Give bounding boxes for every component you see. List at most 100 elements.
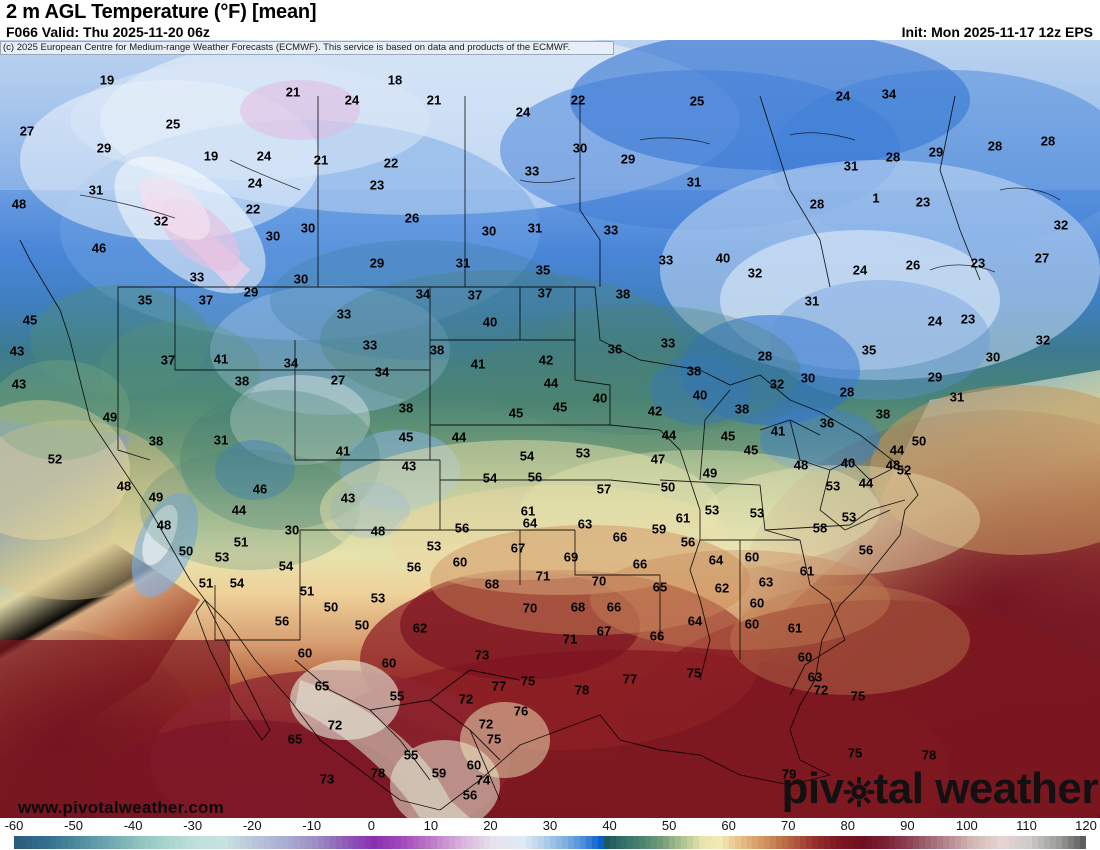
colorbar-segment bbox=[865, 836, 873, 849]
colorbar-segment bbox=[746, 836, 754, 849]
colorbar-segment bbox=[496, 836, 503, 849]
colorbar-tick: 0 bbox=[367, 818, 375, 833]
colorbar-tick: 10 bbox=[423, 818, 439, 833]
colorbar-segment bbox=[37, 836, 45, 849]
colorbar-segment bbox=[692, 836, 700, 849]
colorbar-segment bbox=[782, 836, 789, 849]
colorbar-segment bbox=[359, 836, 366, 849]
colorbar-tick: 100 bbox=[956, 818, 978, 833]
colorbar-segment bbox=[812, 836, 819, 849]
colorbar-tick: 80 bbox=[840, 818, 855, 833]
colorbar-tick: -10 bbox=[302, 818, 322, 833]
map-canvas bbox=[0, 40, 1100, 818]
colorbar-segment bbox=[508, 836, 515, 849]
colorbar-segment bbox=[806, 836, 813, 849]
colorbar-tick: 50 bbox=[661, 818, 677, 833]
colorbar-segment bbox=[835, 836, 843, 849]
colorbar-segment bbox=[764, 836, 771, 849]
colorbar-segment bbox=[216, 836, 224, 849]
watermark-text-left: piv bbox=[781, 764, 845, 813]
colorbar-segment bbox=[949, 836, 956, 849]
colorbar-color-strip[interactable] bbox=[14, 836, 1086, 849]
colorbar-segment bbox=[853, 836, 861, 849]
colorbar-segment bbox=[645, 836, 652, 849]
colorbar-segment bbox=[937, 836, 944, 849]
colorbar-segment bbox=[651, 836, 658, 849]
colorbar-segment bbox=[966, 836, 974, 849]
colorbar-segment bbox=[996, 836, 1004, 849]
ecmwf-copyright-notice: (c) 2025 European Centre for Medium-rang… bbox=[0, 41, 614, 55]
colorbar-segment bbox=[1002, 836, 1010, 849]
colorbar-segment bbox=[972, 836, 980, 849]
colorbar-segment bbox=[585, 836, 593, 849]
colorbar-segment bbox=[704, 836, 712, 849]
colorbar-segment bbox=[282, 836, 289, 849]
colorbar-segment bbox=[609, 836, 617, 849]
colorbar-segment bbox=[1014, 836, 1022, 849]
colorbar-segment bbox=[550, 836, 557, 849]
colorbar-segment bbox=[317, 836, 325, 849]
colorbar[interactable]: -60 -50 -40 -30 -20 -10 0 10 20 30 40 50 60 70 80 90 100… bbox=[0, 818, 1100, 850]
colorbar-segment bbox=[1038, 836, 1045, 849]
colorbar-segment bbox=[55, 836, 63, 849]
temperature-map[interactable]: (c) 2025 European Centre for Medium-rang… bbox=[0, 40, 1100, 818]
colorbar-segment bbox=[293, 836, 301, 849]
colorbar-segment bbox=[186, 836, 194, 849]
colorbar-segment bbox=[490, 836, 497, 849]
colorbar-tick: 110 bbox=[1016, 818, 1037, 833]
colorbar-segment bbox=[1020, 836, 1028, 849]
colorbar-segment bbox=[85, 836, 92, 849]
colorbar-segment bbox=[454, 836, 462, 849]
colorbar-segment bbox=[234, 836, 241, 849]
colorbar-segment bbox=[520, 836, 527, 849]
page-title: 2 m AGL Temperature (°F) [mean] bbox=[6, 1, 317, 23]
forecast-valid-time: F066 Valid: Thu 2025-11-20 06z bbox=[6, 24, 210, 40]
colorbar-segment bbox=[395, 836, 402, 849]
colorbar-segment bbox=[115, 836, 122, 849]
colorbar-segment bbox=[990, 836, 998, 849]
colorbar-segment bbox=[931, 836, 938, 849]
colorbar-segment bbox=[299, 836, 307, 849]
pivotal-weather-watermark: piv bbox=[781, 764, 1099, 813]
gear-icon bbox=[843, 777, 874, 807]
colorbar-segment bbox=[31, 836, 39, 849]
model-init-time: Init: Mon 2025-11-17 12z EPS bbox=[901, 24, 1093, 40]
colorbar-segment bbox=[883, 836, 891, 849]
watermark-text-right: tal weather bbox=[873, 764, 1099, 813]
colorbar-segment bbox=[43, 836, 51, 849]
colorbar-segment bbox=[222, 836, 229, 849]
colorbar-segment bbox=[150, 836, 158, 849]
colorbar-segment bbox=[954, 836, 962, 849]
colorbar-segment bbox=[579, 836, 587, 849]
colorbar-segment bbox=[424, 836, 432, 849]
colorbar-segment bbox=[1026, 836, 1033, 849]
colorbar-segment bbox=[847, 836, 855, 849]
colorbar-segment bbox=[1032, 836, 1039, 849]
colorbar-segment bbox=[573, 836, 581, 849]
colorbar-tick: -30 bbox=[183, 818, 203, 833]
colorbar-segment bbox=[538, 836, 545, 849]
colorbar-segment bbox=[502, 836, 509, 849]
colorbar-segment bbox=[442, 836, 450, 849]
site-url-label: www.pivotalweather.com bbox=[18, 798, 224, 817]
colorbar-segment bbox=[758, 836, 765, 849]
colorbar-tick: 20 bbox=[483, 818, 498, 833]
colorbar-segment bbox=[371, 836, 378, 849]
colorbar-segment bbox=[722, 836, 730, 849]
colorbar-segment bbox=[484, 836, 492, 849]
colorbar-segment bbox=[472, 836, 480, 849]
colorbar-segment bbox=[681, 836, 688, 849]
colorbar-segment bbox=[401, 836, 408, 849]
colorbar-segment bbox=[627, 836, 634, 849]
colorbar-segment bbox=[1056, 836, 1063, 849]
colorbar-segment bbox=[365, 836, 372, 849]
colorbar-segment bbox=[895, 836, 902, 849]
colorbar-segment bbox=[657, 836, 664, 849]
colorbar-segment bbox=[270, 836, 277, 849]
colorbar-segment bbox=[79, 836, 87, 849]
colorbar-segment bbox=[67, 836, 75, 849]
colorbar-segment bbox=[829, 836, 837, 849]
colorbar-segment bbox=[770, 836, 777, 849]
colorbar-segment bbox=[603, 836, 611, 849]
colorbar-segment bbox=[418, 836, 426, 849]
